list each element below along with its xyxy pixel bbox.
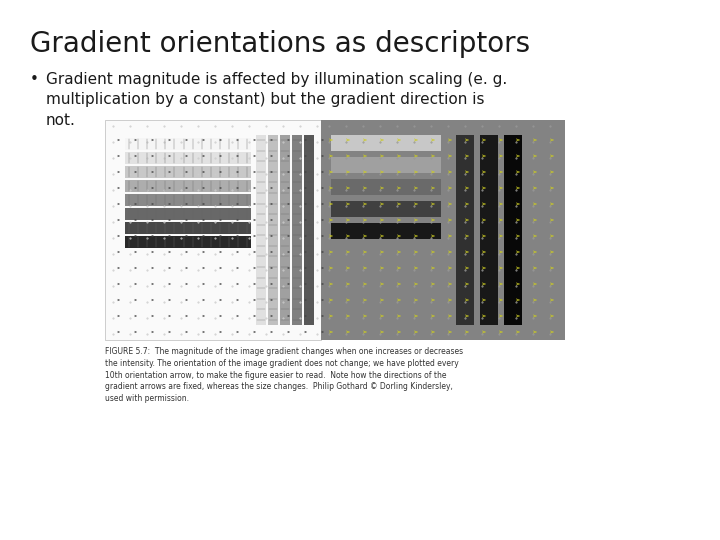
Bar <box>331 201 441 217</box>
Bar <box>480 135 498 325</box>
Bar <box>256 135 266 325</box>
Bar <box>125 180 251 192</box>
Bar <box>125 222 251 234</box>
Bar <box>331 223 441 239</box>
Bar <box>504 135 522 325</box>
Bar <box>125 152 251 164</box>
Bar <box>456 135 474 325</box>
Text: •: • <box>30 72 39 87</box>
Bar <box>268 135 278 325</box>
Bar <box>125 138 251 150</box>
Bar <box>125 194 251 206</box>
Bar <box>331 135 441 151</box>
Bar <box>321 120 565 340</box>
Text: Gradient orientations as descriptors: Gradient orientations as descriptors <box>30 30 530 58</box>
Bar <box>304 135 314 325</box>
Bar <box>331 179 441 195</box>
Bar <box>331 157 441 173</box>
Bar <box>105 120 321 340</box>
Bar <box>125 208 251 220</box>
Bar <box>125 166 251 178</box>
Text: FIGURE 5.7:  The magnitude of the image gradient changes when one increases or d: FIGURE 5.7: The magnitude of the image g… <box>105 347 463 403</box>
Text: Gradient magnitude is affected by illumination scaling (e. g.
multiplication by : Gradient magnitude is affected by illumi… <box>46 72 508 128</box>
Bar <box>125 236 251 248</box>
Bar <box>292 135 302 325</box>
Bar <box>280 135 290 325</box>
